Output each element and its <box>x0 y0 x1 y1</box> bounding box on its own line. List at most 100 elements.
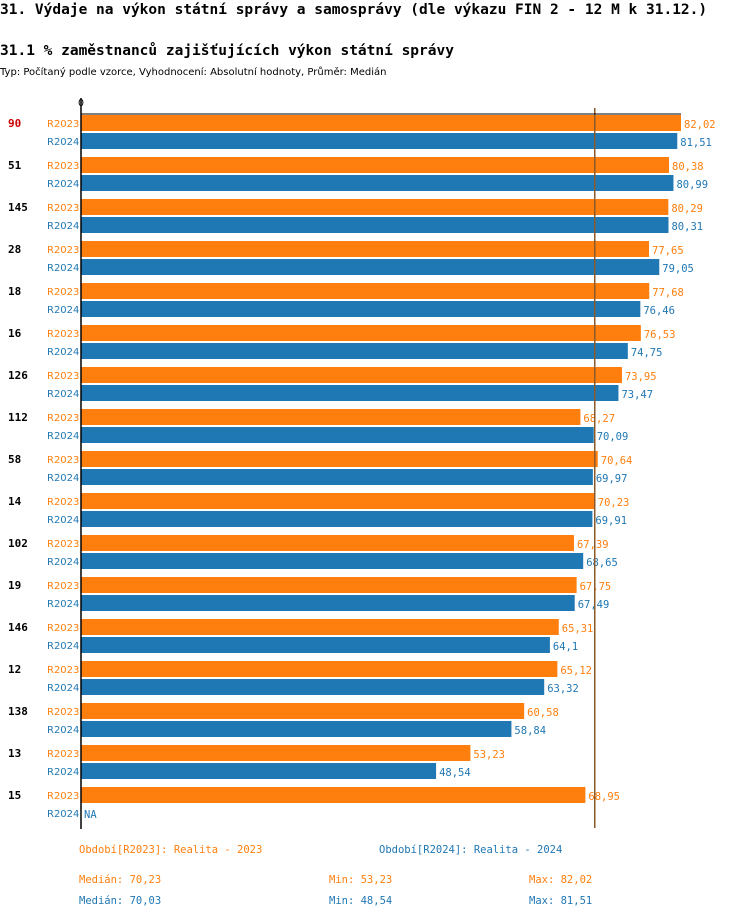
stat-median-r2023: Medián: 70,23 <box>79 874 162 886</box>
stat-max-r2023: Max: 82,02 <box>529 874 593 886</box>
series-label: R2023 <box>47 707 79 718</box>
data-label: 80,99 <box>676 179 708 191</box>
bar <box>81 553 584 569</box>
data-label: 70,23 <box>598 497 630 509</box>
data-label: 69,97 <box>596 473 628 485</box>
bar <box>81 619 559 635</box>
series-label: R2023 <box>47 665 79 676</box>
bar <box>81 343 628 359</box>
series-label: R2024 <box>47 305 79 316</box>
bar <box>81 661 558 677</box>
series-label: R2023 <box>47 791 79 802</box>
bar <box>81 157 670 173</box>
stat-median-r2024: Medián: 70,03 <box>79 895 162 907</box>
bar <box>81 427 594 443</box>
bar <box>81 199 669 215</box>
bar <box>81 259 660 275</box>
data-label: 67,39 <box>577 539 609 551</box>
series-label: R2024 <box>47 347 79 358</box>
bar <box>81 469 593 485</box>
data-label: 67,49 <box>578 599 610 611</box>
bar <box>81 745 471 761</box>
series-label: R2024 <box>47 179 79 190</box>
bar <box>81 385 619 401</box>
data-label: 70,09 <box>597 431 629 443</box>
series-label: R2024 <box>47 431 79 442</box>
bar <box>81 637 550 653</box>
bar <box>81 301 641 317</box>
bar <box>81 703 525 719</box>
data-label: NA <box>84 809 97 821</box>
page-title: 31. Výdaje na výkon státní správy a samo… <box>0 2 708 18</box>
series-label: R2023 <box>47 119 79 130</box>
category-label: 146 <box>8 621 28 634</box>
category-label: 112 <box>8 411 28 424</box>
series-label: R2024 <box>47 767 79 778</box>
bar <box>81 511 593 527</box>
category-label: 18 <box>8 285 21 298</box>
series-label: R2024 <box>47 137 79 148</box>
stat-max-r2024: Max: 81,51 <box>529 895 593 907</box>
stat-min-r2024: Min: 48,54 <box>329 895 393 907</box>
series-label: R2024 <box>47 809 79 820</box>
series-label: R2023 <box>47 329 79 340</box>
bar <box>81 133 678 149</box>
series-label: R2024 <box>47 389 79 400</box>
data-label: 68,65 <box>586 557 618 569</box>
category-label: 58 <box>8 453 21 466</box>
bar <box>81 595 575 611</box>
category-label: 13 <box>8 747 21 760</box>
bar <box>81 283 650 299</box>
series-label: R2024 <box>47 221 79 232</box>
legend-r2023: Období[R2023]: Realita - 2023 <box>79 844 263 856</box>
data-label: 73,47 <box>621 389 653 401</box>
data-label: 58,84 <box>514 725 546 737</box>
category-label: 12 <box>8 663 21 676</box>
series-label: R2023 <box>47 245 79 256</box>
category-label: 16 <box>8 327 22 340</box>
data-label: 77,68 <box>652 287 684 299</box>
data-label: 65,31 <box>562 623 594 635</box>
data-label: 77,65 <box>652 245 684 257</box>
category-label: 19 <box>8 579 21 592</box>
series-label: R2023 <box>47 749 79 760</box>
category-label: 28 <box>8 243 21 256</box>
series-label: R2023 <box>47 497 79 508</box>
bar <box>81 679 545 695</box>
series-label: R2024 <box>47 599 79 610</box>
legend-r2024: Období[R2024]: Realita - 2024 <box>379 844 563 856</box>
data-label: 70,64 <box>601 455 633 467</box>
data-label: 60,58 <box>527 707 559 719</box>
bar <box>81 115 681 131</box>
data-label: 73,95 <box>625 371 657 383</box>
series-label: R2024 <box>47 557 79 568</box>
category-label: 15 <box>8 789 21 802</box>
data-label: 65,12 <box>560 665 592 677</box>
bar <box>81 175 674 191</box>
bar <box>81 787 586 803</box>
data-label: 69,91 <box>595 515 627 527</box>
bar <box>81 577 577 593</box>
data-label: 68,27 <box>583 413 615 425</box>
data-label: 76,46 <box>643 305 675 317</box>
chart-subtitle: 31.1 % zaměstnanců zajišťujících výkon s… <box>0 43 454 59</box>
series-label: R2024 <box>47 473 79 484</box>
data-label: 82,02 <box>684 119 716 131</box>
data-label: 79,05 <box>662 263 694 275</box>
data-label: 48,54 <box>439 767 471 779</box>
series-label: R2024 <box>47 515 79 526</box>
category-label: 102 <box>8 537 28 550</box>
bar <box>81 325 641 341</box>
category-label: 138 <box>8 705 28 718</box>
series-label: R2023 <box>47 539 79 550</box>
data-label: 64,1 <box>553 641 578 653</box>
series-label: R2023 <box>47 413 79 424</box>
bar <box>81 535 574 551</box>
data-label: 53,23 <box>473 749 505 761</box>
bar <box>81 367 622 383</box>
series-label: R2023 <box>47 203 79 214</box>
series-label: R2024 <box>47 683 79 694</box>
data-label: 76,53 <box>644 329 676 341</box>
data-label: 81,51 <box>680 137 712 149</box>
